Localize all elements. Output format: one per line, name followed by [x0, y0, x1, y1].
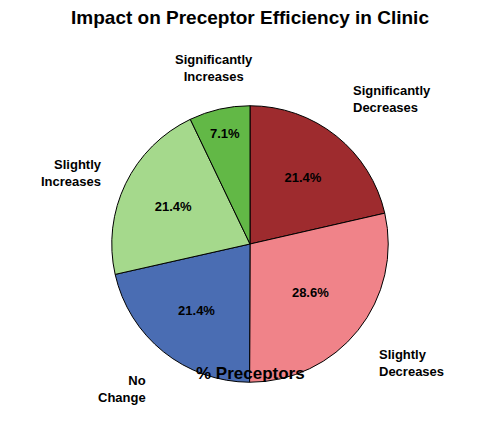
svg-text:28.6%: 28.6%	[292, 285, 329, 300]
svg-text:SignificantlyIncreases: SignificantlyIncreases	[175, 52, 253, 84]
svg-text:Impact on Preceptor Efficiency: Impact on Preceptor Efficiency in Clinic	[71, 7, 429, 28]
svg-text:NoChange: NoChange	[98, 373, 146, 405]
svg-text:% Preceptors: % Preceptors	[196, 364, 305, 383]
svg-text:SlightlyDecreases: SlightlyDecreases	[379, 347, 444, 379]
svg-text:21.4%: 21.4%	[284, 170, 321, 185]
svg-text:7.1%: 7.1%	[210, 126, 240, 141]
svg-text:SignificantlyDecreases: SignificantlyDecreases	[353, 83, 431, 115]
svg-text:SlightlyIncreases: SlightlyIncreases	[41, 157, 102, 189]
svg-text:21.4%: 21.4%	[155, 199, 192, 214]
svg-text:21.4%: 21.4%	[178, 303, 215, 318]
